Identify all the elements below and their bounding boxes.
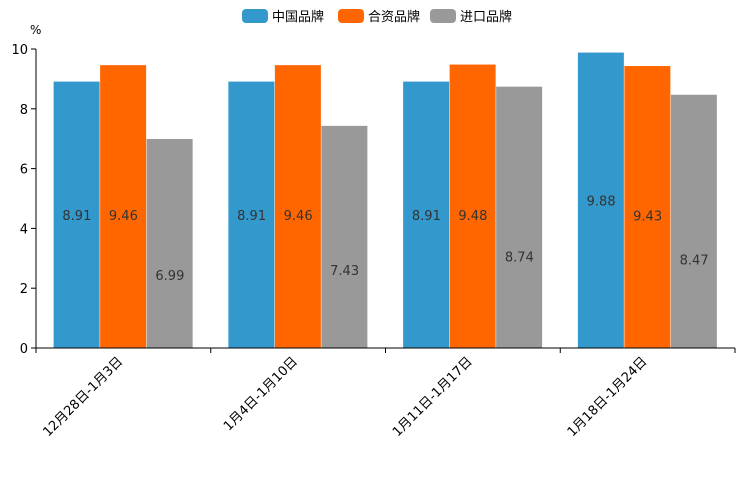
legend-swatch[interactable] (338, 9, 364, 23)
y-tick-label: 10 (11, 43, 28, 58)
y-unit-label: % (30, 23, 41, 37)
bar[interactable] (670, 94, 717, 348)
x-category-label: 12月28日-1月3日 (40, 354, 126, 440)
y-tick-label: 2 (20, 282, 28, 297)
bar[interactable] (449, 64, 496, 348)
y-tick-label: 8 (20, 103, 28, 118)
data-labels: 8.91 8.91 8.91 9.88 9.46 9.46 9.48 9.43 6.99 7.43… (62, 194, 708, 284)
bar[interactable] (228, 81, 275, 348)
bar[interactable] (624, 66, 671, 348)
x-axis: 12月28日-1月3日 1月4日-1月10日 1月11日-1月17日 1月18日-1月… (35, 347, 736, 440)
bar-value-label: 9.43 (633, 209, 662, 224)
bar-value-label: 8.91 (237, 209, 266, 224)
x-category-label: 1月4日-1月10日 (221, 354, 301, 434)
bar[interactable] (496, 86, 543, 348)
bar[interactable] (321, 125, 368, 348)
y-tick-label: 6 (20, 163, 28, 178)
bar-value-label: 9.46 (109, 209, 138, 224)
bar[interactable] (403, 81, 450, 348)
legend-label[interactable]: 合资品牌 (368, 9, 420, 25)
bar-value-label: 8.74 (505, 251, 534, 266)
legend-swatch[interactable] (430, 9, 456, 23)
bar[interactable] (146, 138, 193, 348)
bar[interactable] (274, 65, 321, 348)
bar-value-label: 8.91 (62, 209, 91, 224)
bar-value-label: 6.99 (155, 269, 184, 284)
bar-value-label: 9.48 (458, 209, 487, 224)
bar[interactable] (100, 65, 147, 348)
legend-label[interactable]: 进口品牌 (460, 9, 512, 25)
bar[interactable] (53, 81, 100, 348)
bar-value-label: 8.47 (680, 253, 709, 268)
y-tick-label: 0 (20, 342, 28, 357)
bar-value-label: 9.46 (284, 209, 313, 224)
bar-value-label: 7.43 (330, 264, 359, 279)
bar-value-label: 8.91 (412, 209, 441, 224)
y-axis: 0 2 4 6 8 10 (11, 43, 37, 357)
bar[interactable] (577, 52, 624, 348)
legend-label[interactable]: 中国品牌 (272, 9, 324, 25)
y-tick-label: 4 (20, 222, 28, 237)
bars (53, 52, 717, 348)
x-category-label: 1月11日-1月17日 (390, 354, 476, 440)
legend: 中国品牌 合资品牌 进口品牌 (242, 9, 512, 25)
x-category-label: 1月18日-1月24日 (565, 354, 651, 440)
bar-value-label: 9.88 (587, 194, 616, 209)
legend-swatch[interactable] (242, 9, 268, 23)
